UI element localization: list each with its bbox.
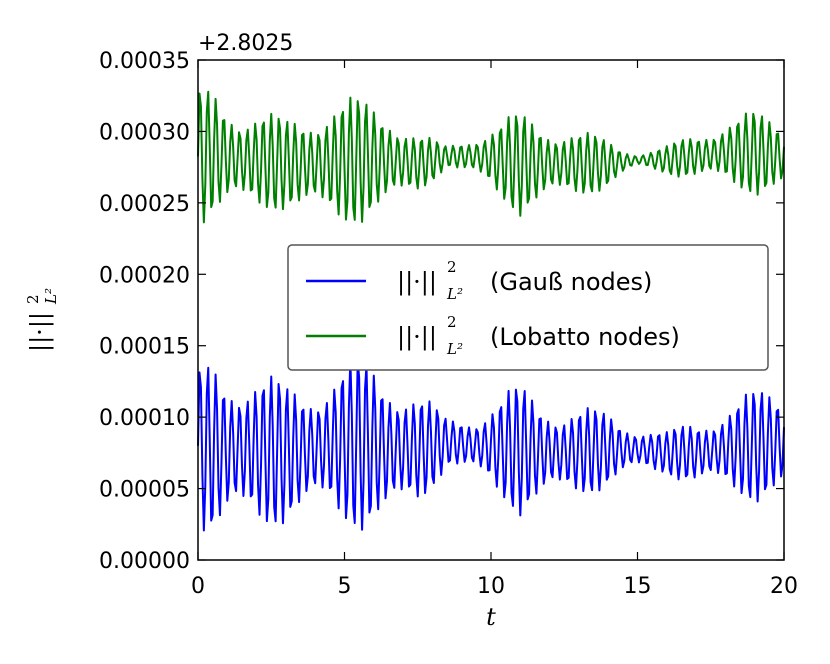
- series-line-gauss: [197, 358, 785, 532]
- y-tick-label: 0.00020: [99, 263, 190, 288]
- y-axis-label-sup: 2: [24, 294, 42, 304]
- legend-norm-lobatto: ||·||: [397, 323, 437, 352]
- legend-norm-gauss: ||·||: [397, 268, 437, 297]
- y-tick-label: 0.00015: [99, 335, 190, 360]
- y-axis-label: ||·|| 2 L²: [24, 288, 60, 352]
- legend-sub-lobatto: L²: [446, 340, 463, 358]
- series-line-lobatto: [197, 90, 785, 224]
- y-axis-label-norm: ||·||: [26, 312, 55, 352]
- y-tick-label: 0.00035: [99, 49, 190, 74]
- ticks-layer: 0 5 10 15 20 0.00000 0.00005 0.00010 0.00015 0.00…: [99, 49, 798, 599]
- y-axis-label-sub: L²: [42, 288, 60, 305]
- series-layer: [197, 90, 785, 532]
- x-tick-label: 5: [338, 574, 352, 599]
- legend: ||·|| 2 L² (Gauß nodes) ||·|| 2 L² (Loba…: [287, 244, 769, 371]
- legend-box: [287, 244, 769, 371]
- x-axis-label: t: [486, 603, 496, 631]
- legend-label-lobatto: (Lobatto nodes): [490, 323, 680, 351]
- y-tick-label: 0.00000: [99, 549, 190, 574]
- legend-sup-gauss: 2: [447, 258, 457, 276]
- x-tick-label: 0: [191, 574, 205, 599]
- y-tick-label: 0.00005: [99, 478, 190, 503]
- x-tick-label: 10: [477, 574, 505, 599]
- offset-text: +2.8025: [198, 31, 293, 56]
- y-tick-label: 0.00010: [99, 406, 190, 431]
- x-tick-label: 20: [770, 574, 798, 599]
- x-tick-label: 15: [624, 574, 652, 599]
- y-tick-label: 0.00030: [99, 120, 190, 145]
- legend-sup-lobatto: 2: [447, 313, 457, 331]
- legend-sub-gauss: L²: [446, 285, 463, 303]
- legend-label-gauss: (Gauß nodes): [490, 268, 652, 296]
- y-tick-label: 0.00025: [99, 192, 190, 217]
